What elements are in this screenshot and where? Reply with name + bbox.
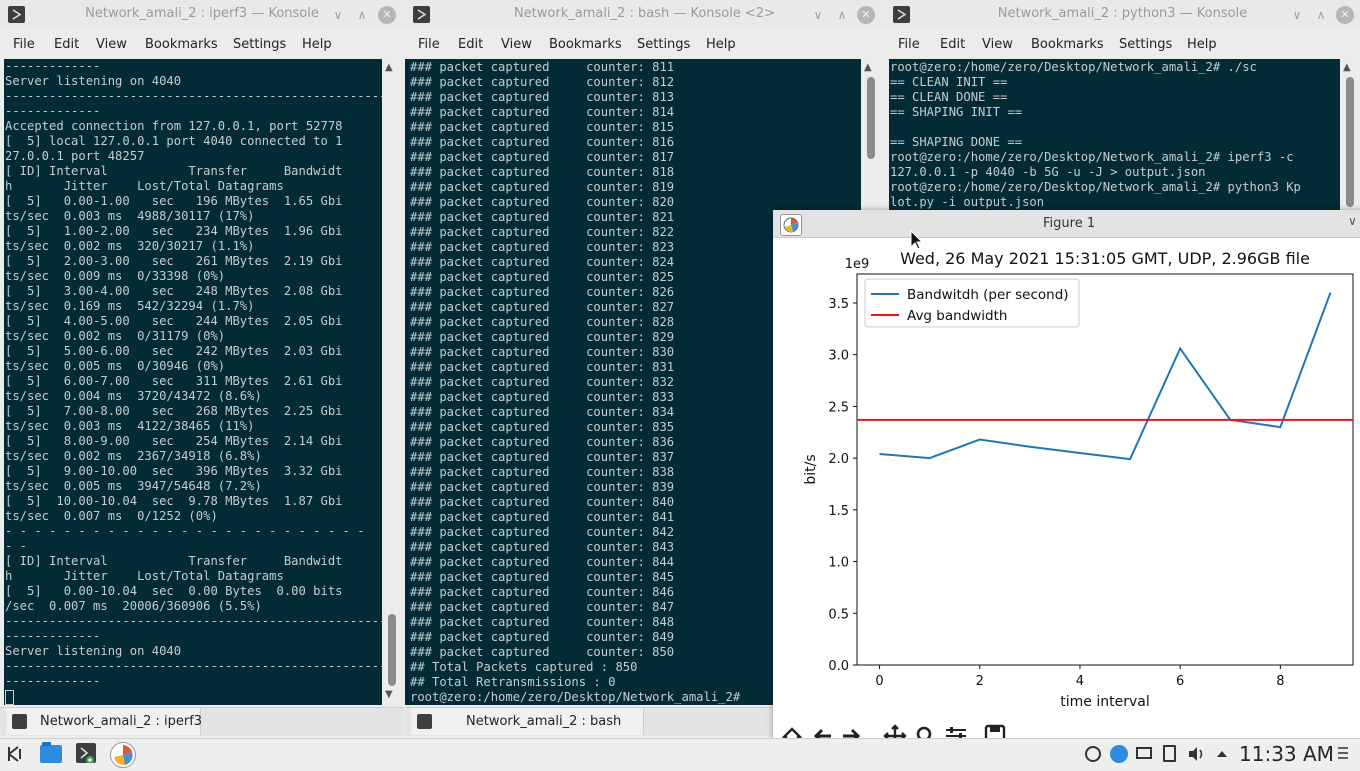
close-icon[interactable]: ✕ [857, 6, 875, 24]
menubar: File Edit View Bookmarks Settings Help [405, 29, 884, 59]
menu-file[interactable]: File [13, 37, 35, 52]
new-terminal-icon[interactable] [76, 743, 96, 763]
menubar: File Edit View Bookmarks Settings Help [0, 29, 404, 59]
menu-view[interactable]: View [982, 37, 1013, 52]
menu-file[interactable]: File [418, 37, 440, 52]
figure-titlebar[interactable]: Figure 1 ∨ [773, 210, 1360, 238]
x-tick-label: 2 [976, 674, 984, 689]
chevron-down-icon[interactable]: ∨ [1287, 5, 1307, 25]
x-axis-label: time interval [1060, 694, 1149, 710]
y-tick-label: 1.0 [828, 556, 849, 571]
konsole-icon [12, 714, 27, 729]
menu-bookmarks[interactable]: Bookmarks [1031, 37, 1104, 52]
taskbar: 11:33 AM [0, 738, 1360, 769]
x-tick-label: 0 [875, 674, 883, 689]
menu-help[interactable]: Help [1187, 37, 1217, 52]
scroll-up-icon[interactable]: ▲ [864, 62, 872, 73]
y-tick-label: 0.0 [828, 659, 849, 674]
menu-edit[interactable]: Edit [54, 37, 79, 52]
mouse-cursor-icon [910, 230, 924, 250]
legend-label: Bandwitdh (per second) [907, 287, 1069, 303]
konsole-window-iperf3: Network_amali_2 : iperf3 — Konsole ∨ ∧ ✕… [0, 0, 404, 738]
network-icon[interactable] [1085, 746, 1101, 762]
menu-settings[interactable]: Settings [233, 37, 286, 52]
menu-view[interactable]: View [501, 37, 532, 52]
x-tick-label: 6 [1176, 674, 1184, 689]
maximize-icon[interactable]: ∧ [352, 5, 372, 25]
y-tick-label: 3.5 [828, 297, 849, 312]
konsole-icon [417, 714, 432, 729]
y-tick-label: 2.5 [828, 400, 849, 415]
menu-help[interactable]: Help [706, 37, 736, 52]
terminal-cursor [5, 690, 14, 705]
menu-view[interactable]: View [96, 37, 127, 52]
scrollbar-thumb[interactable] [867, 77, 875, 159]
monitor-icon[interactable] [1136, 747, 1152, 759]
chevron-down-icon[interactable]: ∨ [328, 5, 348, 25]
clock[interactable]: 11:33 AM [1239, 742, 1334, 766]
tabbar: Network_amali_2 : iperf3 [0, 707, 404, 736]
y-tick-label: 3.0 [828, 349, 849, 364]
tab-bash[interactable]: Network_amali_2 : bash [411, 708, 644, 735]
chevron-down-icon[interactable]: ∨ [1348, 214, 1357, 228]
terminal-text: root@zero:/home/zero/Desktop/Network_ama… [890, 60, 1301, 210]
window-titlebar[interactable]: Network_amali_2 : iperf3 — Konsole ∨ ∧ ✕ [0, 0, 404, 29]
terminal-text: ------------- Server listening on 4040 -… [5, 59, 382, 689]
figure-app-icon [780, 214, 802, 236]
figure-title: Figure 1 [1043, 216, 1095, 231]
volume-icon[interactable] [1187, 745, 1205, 763]
close-icon[interactable]: ✕ [378, 6, 396, 24]
close-icon[interactable]: ✕ [1336, 6, 1354, 24]
maximize-icon[interactable]: ∧ [1311, 5, 1331, 25]
figure-app-icon[interactable] [110, 742, 136, 768]
scrollbar-thumb[interactable] [1346, 77, 1354, 207]
menu-edit[interactable]: Edit [940, 37, 965, 52]
show-hidden-icon[interactable] [1216, 749, 1228, 759]
y-tick-label: 0.5 [828, 607, 849, 622]
menubar: File Edit View Bookmarks Settings Help [885, 29, 1360, 59]
scrollbar-thumb[interactable] [388, 614, 396, 686]
legend-label: Avg bandwidth [907, 308, 1007, 324]
menu-bookmarks[interactable]: Bookmarks [145, 37, 218, 52]
y-axis-label: bit/s [803, 454, 819, 484]
window-titlebar[interactable]: Network_amali_2 : bash — Konsole <2> ∨ ∧… [405, 0, 884, 29]
chart-title: Wed, 26 May 2021 15:31:05 GMT, UDP, 2.96… [900, 249, 1310, 268]
y-tick-label: 2.0 [828, 452, 849, 467]
kde-menu-icon[interactable] [6, 745, 24, 763]
x-tick-label: 8 [1276, 674, 1284, 689]
file-manager-icon[interactable] [40, 745, 62, 763]
scroll-up-icon[interactable]: ▲ [1343, 62, 1351, 73]
terminal-text: ### packet captured counter: 811 ### pac… [410, 60, 740, 705]
updates-icon[interactable] [1110, 745, 1128, 763]
tab-iperf3[interactable]: Network_amali_2 : iperf3 [6, 708, 201, 735]
menu-bookmarks[interactable]: Bookmarks [549, 37, 622, 52]
menu-edit[interactable]: Edit [458, 37, 483, 52]
menu-file[interactable]: File [898, 37, 920, 52]
scroll-up-icon[interactable]: ▲ [385, 62, 393, 73]
scrollbar[interactable]: ▲ ▼ [382, 59, 402, 705]
tab-label: Network_amali_2 : bash [466, 714, 621, 729]
figure-window: Figure 1 ∨ Wed, 26 May 2021 15:31:05 GMT… [773, 210, 1360, 740]
terminal-output[interactable]: ------------- Server listening on 4040 -… [4, 59, 382, 705]
window-titlebar[interactable]: Network_amali_2 : python3 — Konsole ∨ ∧ … [885, 0, 1360, 29]
menu-settings[interactable]: Settings [637, 37, 690, 52]
x-tick-label: 4 [1076, 674, 1084, 689]
desktop-grip-icon[interactable] [1338, 745, 1348, 761]
bandwidth-chart: Wed, 26 May 2021 15:31:05 GMT, UDP, 2.96… [773, 238, 1360, 740]
plot-frame [857, 274, 1353, 665]
chevron-down-icon[interactable]: ∨ [808, 5, 828, 25]
y-scale-label: 1e9 [845, 257, 870, 272]
menu-settings[interactable]: Settings [1119, 37, 1172, 52]
clipboard-icon[interactable] [1163, 745, 1176, 762]
maximize-icon[interactable]: ∧ [832, 5, 852, 25]
tab-label: Network_amali_2 : iperf3 [40, 714, 202, 729]
y-tick-label: 1.5 [828, 504, 849, 519]
scroll-down-icon[interactable]: ▼ [385, 689, 393, 700]
menu-help[interactable]: Help [302, 37, 332, 52]
